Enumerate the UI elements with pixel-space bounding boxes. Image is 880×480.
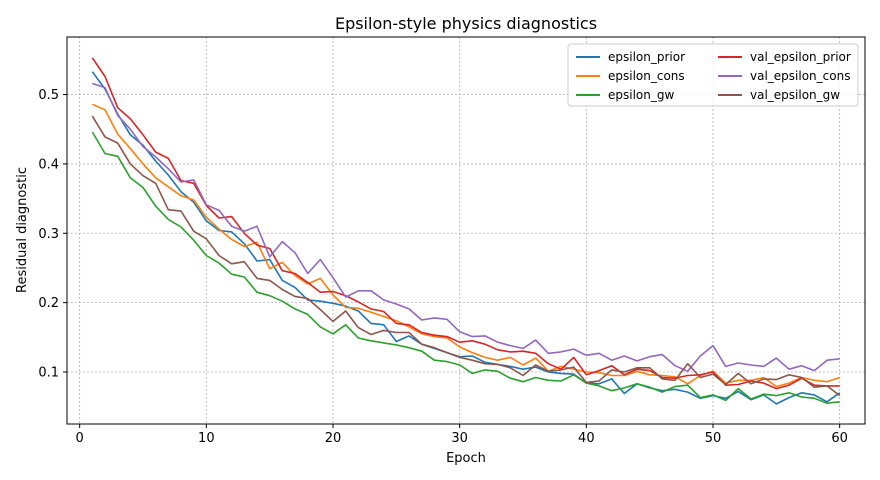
y-tick-label: 0.2 (38, 296, 59, 311)
series-group (91, 57, 841, 405)
legend-entry-label: val_epsilon_prior (750, 50, 851, 64)
x-tick-label: 20 (325, 431, 342, 446)
chart-title: Epsilon-style physics diagnostics (335, 14, 597, 33)
legend: epsilon_prior epsilon_cons epsilon_gw val_e… (567, 43, 859, 107)
x-tick-label: 30 (451, 431, 468, 446)
series-line-val-epsilon-cons (92, 82, 840, 373)
y-tick-label: 0.1 (38, 365, 59, 380)
legend-entry-label: epsilon_prior (608, 50, 685, 64)
x-axis-label: Epoch (446, 451, 486, 466)
x-tick-label: 40 (578, 431, 595, 446)
axis-ticks: 0 10 20 30 40 50 60 0.1 0.2 0.3 0.4 0.5 (38, 88, 848, 446)
series-line-epsilon-cons (91, 103, 840, 388)
x-tick-label: 50 (705, 431, 722, 446)
y-tick-label: 0.4 (38, 157, 59, 172)
legend-entry-label: epsilon_cons (608, 69, 685, 83)
series-line-val-epsilon-gw (91, 115, 841, 397)
legend-entry-label: val_epsilon_gw (750, 88, 840, 102)
series-line-val-epsilon-prior (91, 57, 840, 390)
y-axis-label: Residual diagnostic (15, 167, 30, 293)
legend-entry-label: epsilon_gw (608, 88, 674, 102)
y-tick-label: 0.3 (38, 227, 59, 242)
legend-box (567, 43, 859, 107)
x-tick-label: 10 (198, 431, 215, 446)
legend-entry-label: val_epsilon_cons (750, 69, 850, 83)
y-tick-label: 0.5 (38, 88, 59, 103)
series-line-epsilon-gw (91, 131, 840, 405)
x-tick-label: 60 (831, 431, 848, 446)
plot-frame (66, 36, 866, 425)
x-tick-label: 0 (76, 431, 84, 446)
